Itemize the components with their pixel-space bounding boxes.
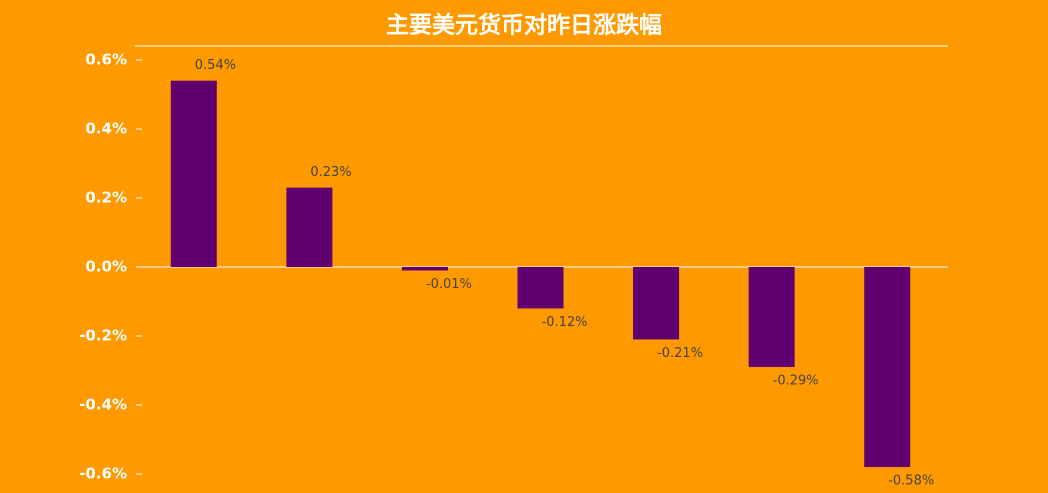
value-label: 0.23% [310, 165, 351, 180]
bar [517, 267, 564, 309]
y-tick-label: -0.6% [79, 465, 127, 483]
bar [286, 187, 333, 267]
value-label: -0.01% [426, 277, 472, 292]
y-tick-label: 0.0% [85, 258, 127, 276]
bar [170, 80, 217, 267]
y-tick-label: 0.4% [85, 120, 127, 138]
y-tick-label: 0.6% [85, 51, 127, 69]
chart-title: 主要美元货币对昨日涨跌幅 [386, 12, 662, 39]
bar [401, 267, 448, 271]
value-label: -0.29% [773, 374, 819, 389]
bar [633, 267, 680, 340]
value-label: 0.54% [195, 58, 236, 73]
value-label: -0.12% [542, 315, 588, 330]
y-tick-label: -0.2% [79, 327, 127, 345]
bar [748, 267, 795, 368]
value-label: -0.21% [657, 346, 703, 361]
y-tick-label: 0.2% [85, 189, 127, 207]
bar [864, 267, 911, 468]
y-tick-label: -0.4% [79, 396, 127, 414]
value-label: -0.58% [888, 474, 934, 489]
